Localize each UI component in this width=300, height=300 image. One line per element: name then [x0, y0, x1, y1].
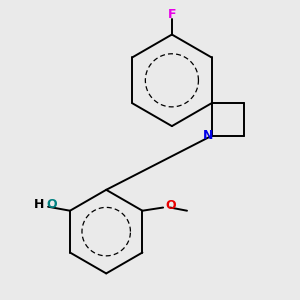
Text: N: N: [203, 129, 214, 142]
Text: F: F: [168, 8, 176, 21]
Text: O: O: [166, 199, 176, 212]
Text: O: O: [47, 198, 57, 211]
Text: H: H: [34, 198, 44, 211]
